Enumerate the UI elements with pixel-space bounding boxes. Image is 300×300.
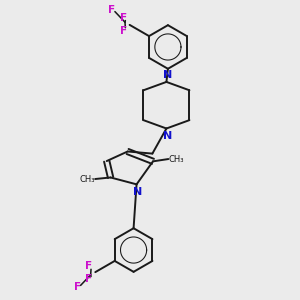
Text: F: F	[85, 261, 92, 272]
Text: F: F	[85, 274, 92, 284]
Text: CH₃: CH₃	[169, 154, 184, 164]
Text: CH₃: CH₃	[79, 175, 94, 184]
Text: F: F	[120, 26, 127, 36]
Text: N: N	[163, 131, 172, 141]
Text: F: F	[108, 4, 116, 15]
Text: N: N	[163, 70, 172, 80]
Text: N: N	[133, 187, 142, 197]
Text: F: F	[120, 13, 127, 22]
Text: F: F	[74, 282, 81, 292]
